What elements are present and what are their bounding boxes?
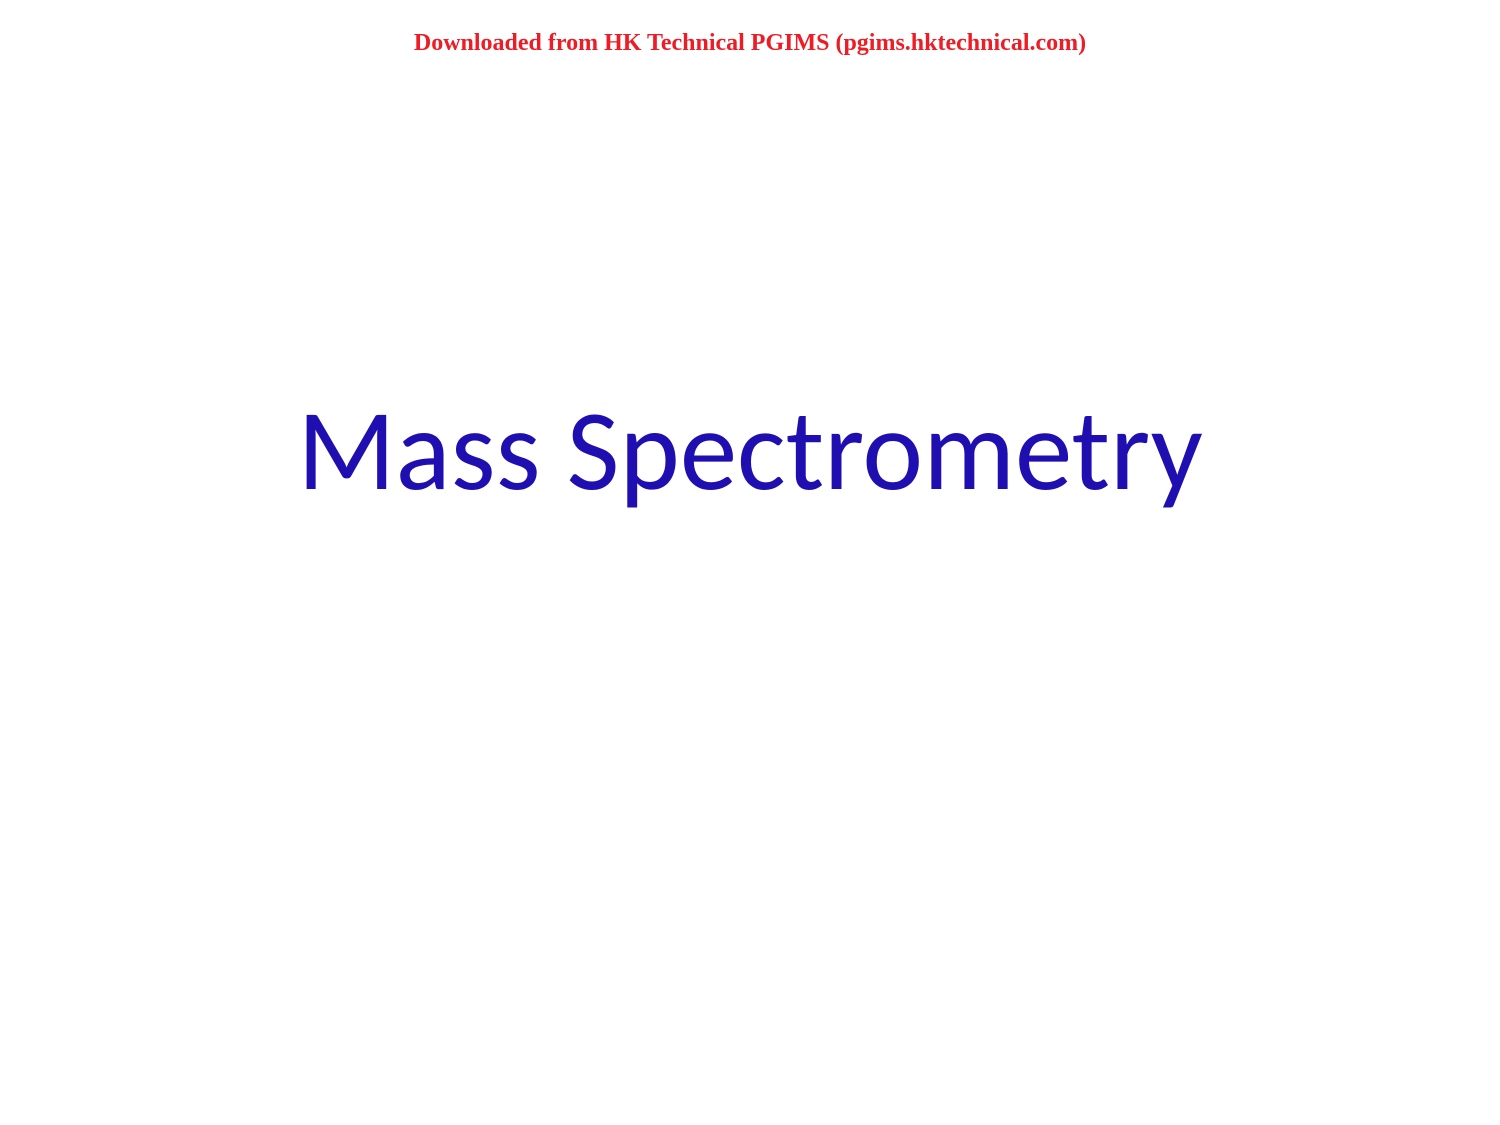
download-source-header: Downloaded from HK Technical PGIMS (pgim… (0, 30, 1500, 57)
slide-title: Mass Spectrometry (0, 240, 1500, 660)
